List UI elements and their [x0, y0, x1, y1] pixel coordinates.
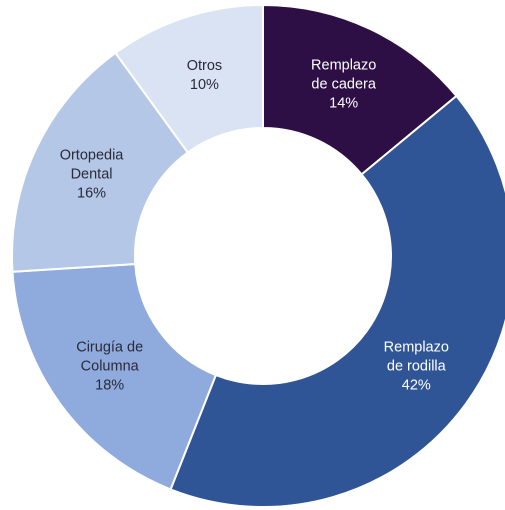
slice-label: Remplazo de rodilla 42%: [384, 339, 449, 396]
slice-label: Cirugía de Columna 18%: [76, 339, 143, 396]
donut-slice: [11, 51, 190, 273]
value-label: 42%: [401, 377, 431, 394]
slice-label: Remplazo de cadera 14%: [311, 56, 376, 113]
slice-label: Otros 10%: [187, 57, 222, 95]
value-label: 10%: [189, 76, 219, 93]
category-label: Remplazo de cadera: [311, 57, 377, 93]
category-label: Cirugía de Columna: [76, 339, 144, 375]
slice-label: Ortopedia Dental 16%: [60, 147, 124, 204]
category-label: Ortopedia Dental: [59, 147, 124, 183]
value-label: 18%: [95, 377, 125, 394]
donut-slice: [169, 94, 505, 508]
donut-slice: [114, 3, 264, 154]
value-label: 14%: [329, 95, 359, 112]
donut-slice: [262, 3, 458, 176]
category-label: Otros: [186, 57, 223, 74]
value-label: 16%: [77, 185, 107, 202]
category-label: Remplazo de rodilla: [383, 339, 449, 375]
donut-slice: [11, 262, 218, 491]
